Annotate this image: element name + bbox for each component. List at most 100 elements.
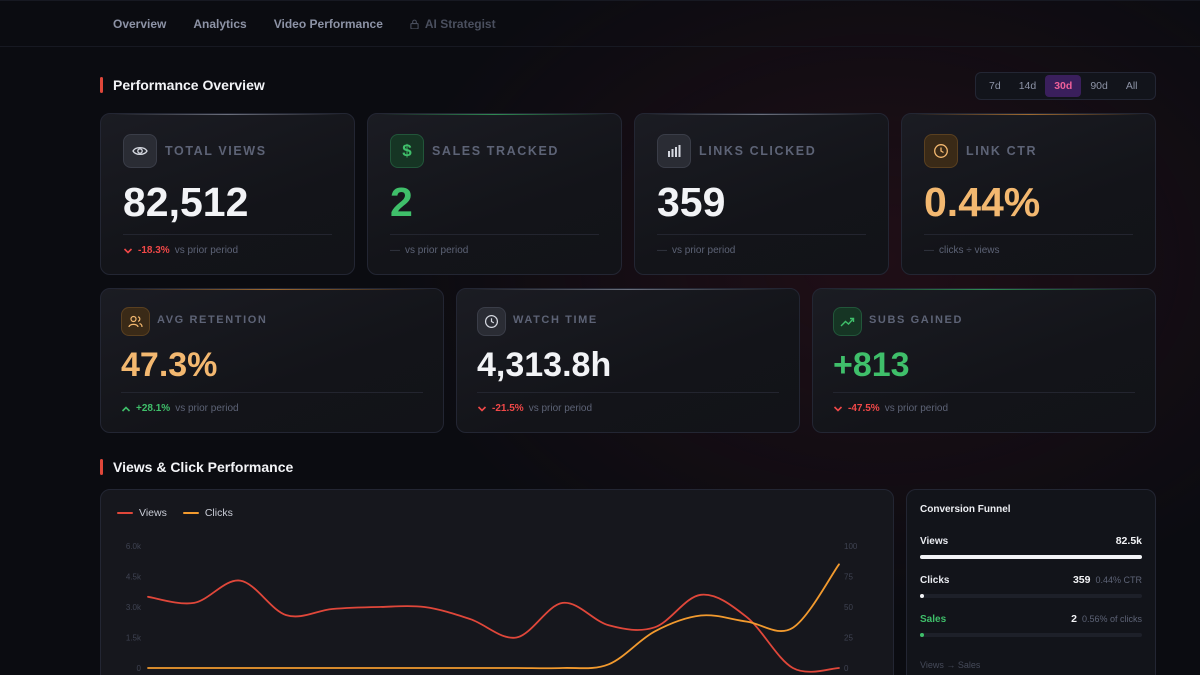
eye-icon (123, 134, 157, 168)
delta-note: vs prior period (174, 245, 239, 256)
tab-overview[interactable]: Overview (113, 16, 167, 31)
top-navigation: Overview Analytics Video Performance AI … (0, 0, 1200, 47)
card-highlight (380, 114, 609, 115)
funnel-label: Sales (920, 614, 947, 625)
section-title: Views & Click Performance (113, 459, 294, 475)
card-value: 4,313.8h (477, 346, 612, 384)
performance-overview-header: Performance Overview (100, 77, 265, 93)
page-title: Performance Overview (113, 77, 265, 93)
series-line-clicks (147, 563, 840, 670)
funnel-row-clicks: Clicks 359 0.44% CTR (920, 574, 1142, 598)
y-right-tick: 0 (844, 664, 849, 673)
funnel-footer: Views → Sales (920, 660, 981, 670)
chevron-down-icon (123, 247, 133, 254)
card-label: SALES TRACKED (432, 144, 560, 158)
legend-item-clicks[interactable]: Clicks (182, 507, 233, 519)
tab-analytics[interactable]: Analytics (193, 16, 247, 31)
legend-swatch (182, 512, 199, 514)
stat-card-sales-tracked: $ SALES TRACKED 2 — vs prior period (367, 113, 622, 275)
funnel-value: 82.5k (1115, 535, 1142, 547)
card-value: +813 (833, 346, 910, 384)
delta-note: vs prior period (884, 403, 949, 414)
chevron-down-icon (477, 405, 487, 412)
card-footer: -18.3% vs prior period (123, 245, 238, 256)
card-label: LINKS CLICKED (699, 144, 817, 158)
delta-value: -47.5% (848, 403, 880, 414)
card-footer: — clicks ÷ views (924, 245, 1000, 256)
divider (123, 234, 332, 235)
delta-value: -21.5% (492, 403, 524, 414)
stat-card-link-ctr: LINK CTR 0.44% — clicks ÷ views (901, 113, 1156, 275)
y-right-tick: 50 (844, 603, 853, 612)
stat-card-subs-gained: SUBS GAINED +813 -47.5% vs prior period (812, 288, 1156, 433)
card-value: 47.3% (121, 346, 218, 384)
delta-value: +28.1% (136, 403, 171, 414)
range-14d[interactable]: 14d (1018, 80, 1037, 92)
range-90d[interactable]: 90d (1090, 80, 1108, 92)
divider (924, 234, 1133, 235)
clock-icon (924, 134, 958, 168)
card-footer: — vs prior period (657, 245, 735, 256)
range-30d[interactable]: 30d (1045, 75, 1082, 97)
lock-icon (410, 19, 419, 29)
y-left-tick: 6.0k (126, 542, 142, 551)
card-highlight (825, 289, 1143, 290)
y-right-tick: 75 (844, 573, 853, 582)
card-value: 2 (390, 179, 413, 225)
legend-item-views[interactable]: Views (117, 507, 167, 519)
funnel-sub: 0.56% of clicks (1081, 614, 1142, 624)
clock-icon (477, 307, 506, 336)
funnel-row-views: Views 82.5k (920, 535, 1142, 559)
dash-icon: — (924, 245, 934, 256)
delta-value: -18.3% (138, 245, 170, 256)
section-accent (100, 459, 103, 475)
card-label: SUBS GAINED (869, 314, 963, 326)
funnel-value: 2 (1071, 613, 1077, 625)
funnel-track (920, 555, 1142, 559)
divider (477, 392, 779, 393)
series-line-views (147, 579, 840, 673)
conversion-funnel: Conversion Funnel Views 82.5k Clicks 359… (906, 489, 1156, 675)
card-footer: -21.5% vs prior period (477, 403, 592, 414)
divider (121, 392, 423, 393)
funnel-label: Views (920, 536, 949, 547)
y-left-tick: 3.0k (126, 603, 142, 612)
funnel-fill (920, 555, 1142, 559)
chevron-down-icon (833, 405, 843, 412)
bar-chart-icon (657, 134, 691, 168)
card-label: LINK CTR (966, 144, 1038, 158)
card-value: 82,512 (123, 179, 249, 225)
funnel-sub: 0.44% CTR (1095, 575, 1142, 585)
card-label: WATCH TIME (513, 314, 598, 326)
tab-video-performance[interactable]: Video Performance (273, 16, 383, 31)
tab-ai-strategist[interactable]: AI Strategist (410, 17, 496, 31)
stat-card-avg-retention: AVG RETENTION 47.3% +28.1% vs prior peri… (100, 288, 444, 433)
section-accent (100, 77, 103, 93)
funnel-fill (920, 633, 924, 637)
stat-card-watch-time: WATCH TIME 4,313.8h -21.5% vs prior peri… (456, 288, 800, 433)
card-footer: +28.1% vs prior period (121, 403, 239, 414)
funnel-track (920, 633, 1142, 637)
card-footer: -47.5% vs prior period (833, 403, 948, 414)
trend-up-icon (833, 307, 862, 336)
delta-note: vs prior period (175, 403, 239, 414)
chart-legend: Views Clicks (117, 507, 233, 519)
stat-card-links-clicked: LINKS CLICKED 359 — vs prior period (634, 113, 889, 275)
card-highlight (647, 114, 876, 115)
y-right-tick: 100 (844, 542, 858, 551)
legend-swatch (117, 512, 133, 514)
card-value: 0.44% (924, 179, 1041, 225)
range-all[interactable]: All (1125, 80, 1138, 92)
tab-ai-strategist-label: AI Strategist (424, 16, 496, 31)
delta-note: vs prior period (528, 403, 593, 414)
dollar-icon: $ (390, 134, 424, 168)
views-section-header: Views & Click Performance (100, 459, 293, 475)
card-value: 359 (657, 179, 726, 225)
card-label: AVG RETENTION (157, 314, 268, 326)
divider (833, 392, 1135, 393)
funnel-title: Conversion Funnel (920, 504, 1011, 515)
chevron-up-icon (121, 405, 131, 412)
y-left-tick: 4.5k (126, 573, 142, 582)
range-7d[interactable]: 7d (989, 80, 1001, 92)
delta-note: vs prior period (405, 245, 469, 256)
